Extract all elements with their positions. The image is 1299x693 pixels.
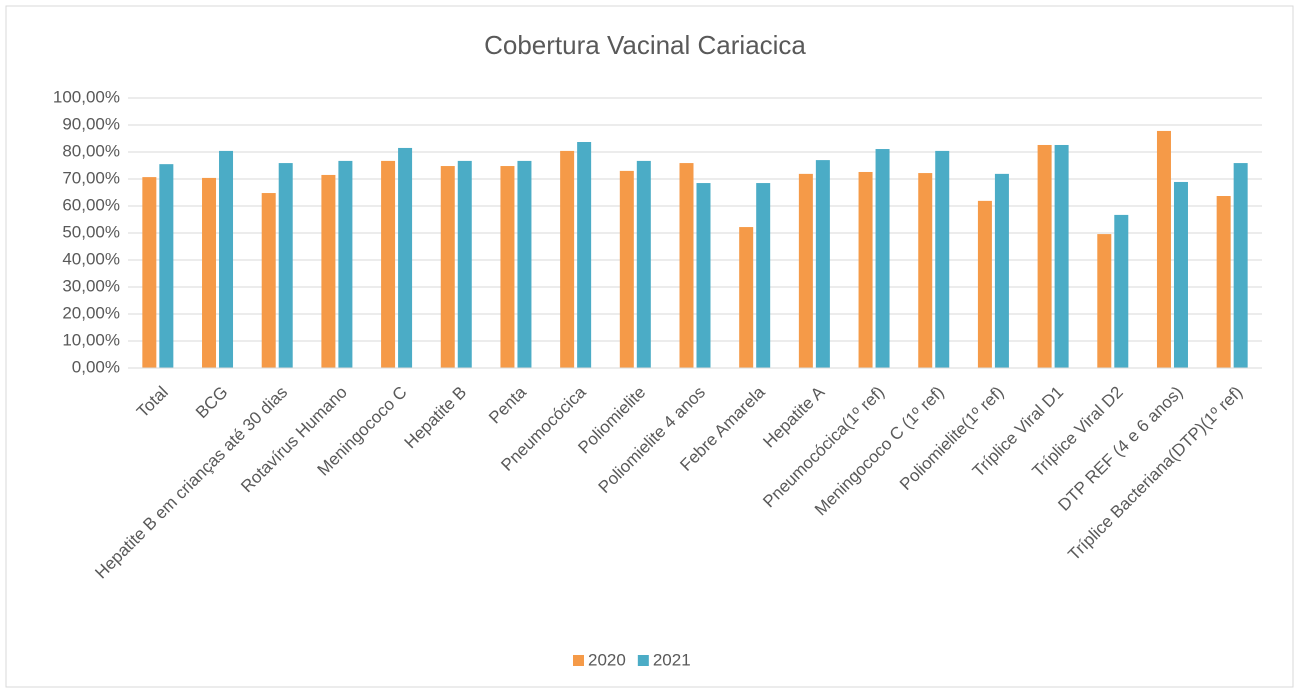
y-tick-label: 20,00% xyxy=(62,303,120,322)
bar xyxy=(1097,234,1112,368)
legend-label: 2021 xyxy=(653,650,691,669)
y-tick-label: 30,00% xyxy=(62,276,120,295)
bar xyxy=(261,193,276,368)
bar xyxy=(756,183,771,368)
bar xyxy=(338,160,353,368)
y-tick-label: 40,00% xyxy=(62,249,120,268)
bar xyxy=(278,163,293,368)
bar xyxy=(457,160,472,368)
bar xyxy=(1233,163,1248,368)
y-tick-label: 70,00% xyxy=(62,168,120,187)
bar xyxy=(577,142,592,368)
y-tick-label: 90,00% xyxy=(62,114,120,133)
y-tick-label: 0,00% xyxy=(72,357,120,376)
bar xyxy=(798,173,813,368)
bar xyxy=(696,183,711,368)
bar xyxy=(159,164,174,368)
y-tick-label: 80,00% xyxy=(62,141,120,160)
y-tick-label: 100,00% xyxy=(53,87,120,106)
y-tick-label: 60,00% xyxy=(62,195,120,214)
bar xyxy=(1037,144,1052,368)
bar xyxy=(381,160,396,368)
bar xyxy=(142,177,157,368)
bar xyxy=(994,173,1009,368)
bar xyxy=(815,160,830,368)
bar xyxy=(935,150,950,368)
bar xyxy=(1114,214,1129,368)
bar xyxy=(440,166,455,368)
legend-swatch xyxy=(637,655,649,666)
bar xyxy=(500,166,515,368)
bar xyxy=(1216,196,1231,368)
bar xyxy=(219,150,234,368)
bar xyxy=(517,160,532,368)
legend-swatch xyxy=(573,655,584,666)
bar xyxy=(398,147,413,368)
legend-label: 2020 xyxy=(588,650,626,669)
bar xyxy=(858,171,873,368)
chart-title: Cobertura Vacinal Cariacica xyxy=(484,30,806,60)
bar xyxy=(321,174,336,368)
bar xyxy=(1054,144,1069,368)
bar xyxy=(739,227,754,368)
bar xyxy=(1156,130,1171,368)
bar xyxy=(636,160,651,368)
y-tick-label: 50,00% xyxy=(62,222,120,241)
bar xyxy=(875,149,890,368)
bar xyxy=(679,163,694,368)
bar xyxy=(977,200,992,368)
bar xyxy=(1173,181,1188,368)
bar xyxy=(918,173,933,368)
bar xyxy=(560,150,575,368)
bar xyxy=(202,177,217,368)
y-tick-label: 10,00% xyxy=(62,330,120,349)
bar xyxy=(619,170,634,368)
